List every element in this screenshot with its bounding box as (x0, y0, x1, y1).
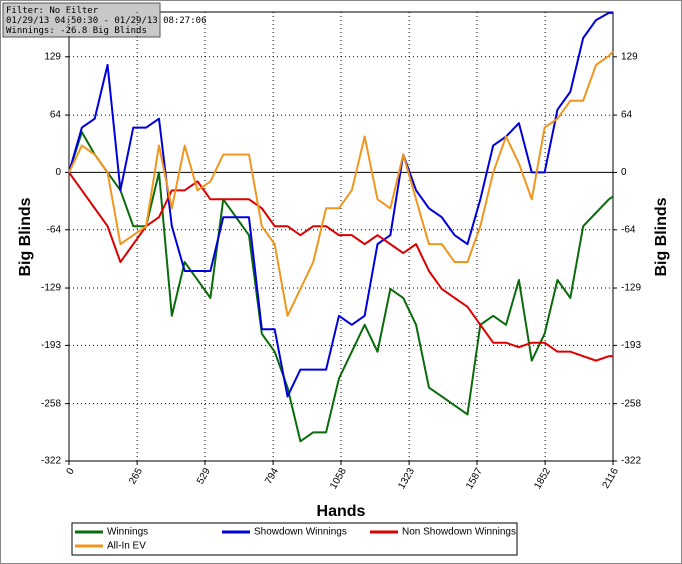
y-tick-label: 129 (44, 51, 61, 62)
y-tick-label: 0 (55, 167, 61, 178)
y2-tick-label: 64 (621, 110, 633, 121)
info-box (2, 2, 161, 38)
legend-label: Showdown Winnings (254, 527, 347, 538)
x-tick-label: 0 (65, 466, 78, 477)
y-tick-label: -193 (41, 340, 61, 351)
legend-label: Winnings (107, 527, 148, 538)
series-line (68, 131, 614, 443)
y2-tick-label: 0 (621, 167, 627, 178)
y2-tick-label: -322 (621, 456, 641, 467)
y-tick-label: -322 (41, 456, 61, 467)
y-tick-label: -64 (47, 224, 62, 235)
y-axis-label: Big Blinds (17, 197, 34, 276)
legend-label: Non Showdown Winnings (402, 527, 516, 538)
series-line (68, 171, 613, 362)
legend (71, 522, 518, 556)
info-line: Filter: No Filter (6, 6, 99, 16)
y-tick-label: -129 (41, 283, 61, 294)
y2-tick-label: -193 (621, 340, 641, 351)
x-axis-label: Hands (317, 503, 366, 520)
y2-tick-label: -258 (621, 398, 641, 409)
y2-tick-label: 129 (621, 51, 638, 62)
y-tick-label: 64 (50, 110, 62, 121)
series-line (68, 11, 613, 398)
y2-axis-label: Big Blinds (653, 197, 670, 276)
y-tick-label: -258 (41, 398, 61, 409)
series-line (68, 50, 614, 317)
info-line: Winnings: -26.8 Big Blinds (6, 26, 147, 36)
legend-label: All-In EV (107, 541, 146, 552)
info-line: 01/29/13 04:50:30 - 01/29/13 08:27:06 (6, 16, 206, 26)
y2-tick-label: -64 (621, 224, 636, 235)
y2-tick-label: -129 (621, 283, 641, 294)
